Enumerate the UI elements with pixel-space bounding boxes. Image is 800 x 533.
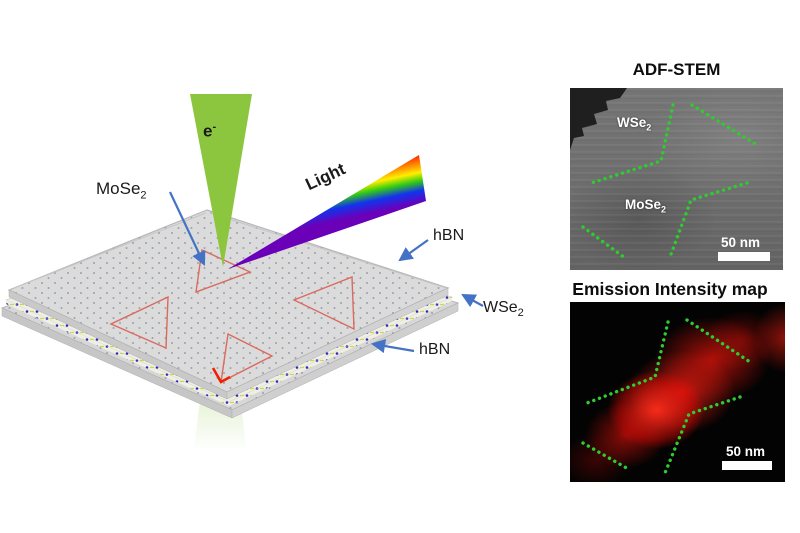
emission-title: Emission Intensity map: [572, 279, 768, 299]
wse2-label: WSe2: [483, 299, 524, 320]
adf-stem-image: WSe2 MoSe2 50 nm: [570, 88, 783, 270]
hbn-bottom-label: hBN: [419, 341, 451, 358]
stem-boundary-lines: [581, 103, 759, 260]
stem-mose2-region-label: MoSe2: [625, 197, 667, 215]
emission-map-image: 50 nm: [570, 302, 785, 482]
hbn-top-label: hBN: [433, 227, 465, 244]
electron-beam-label: e-: [203, 121, 217, 141]
adf-stem-title: ADF-STEM: [632, 60, 721, 79]
mose2-label: MoSe2: [96, 179, 147, 202]
annotation-arrows: [169, 191, 484, 354]
stem-scale-bar-label: 50 nm: [721, 235, 761, 250]
light-beam: [228, 155, 426, 269]
moire-triangles: [109, 248, 355, 384]
stem-scale-bar: [718, 252, 770, 261]
wse2-arrow: [461, 293, 484, 308]
stem-wse2-region-label: WSe2: [617, 115, 652, 133]
mose2-arrow: [169, 191, 206, 266]
hbn-bottom-arrow: [370, 338, 415, 354]
emission-boundary-lines: [581, 318, 752, 475]
emission-scale-bar: [722, 461, 772, 470]
hbn-top-arrow: [398, 239, 429, 262]
hbn-top-slab: [7, 209, 450, 400]
heterostructure-schematic: [0, 94, 484, 448]
electron-beam: [190, 94, 252, 267]
emission-scale-bar-label: 50 nm: [726, 444, 766, 459]
